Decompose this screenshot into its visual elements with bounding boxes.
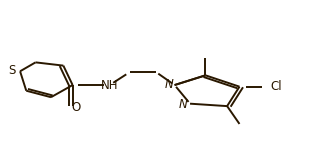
Text: N: N [164, 78, 173, 91]
Text: Cl: Cl [270, 80, 282, 93]
Text: N: N [179, 98, 188, 111]
Text: NH: NH [101, 79, 118, 92]
Text: S: S [9, 64, 16, 77]
Text: O: O [72, 101, 81, 114]
